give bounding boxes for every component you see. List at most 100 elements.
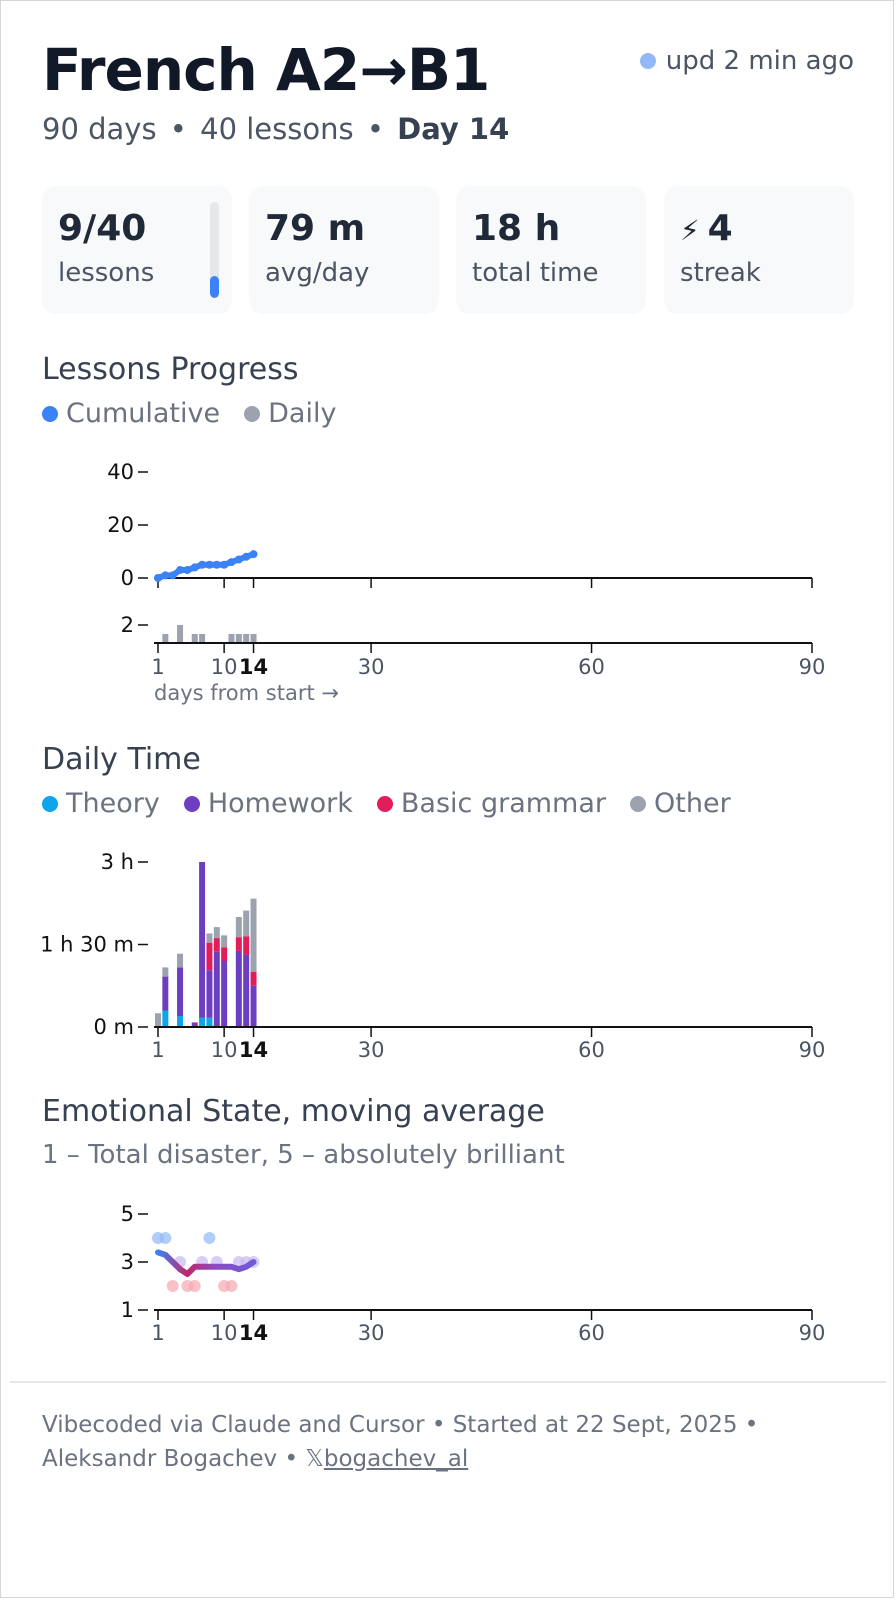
stat-value: ⚡ 4 <box>680 208 733 249</box>
time-bar-homework <box>177 967 184 1016</box>
course-lessons: 40 lessons <box>200 112 354 146</box>
current-day: Day 14 <box>397 112 510 146</box>
daily-bar <box>235 634 242 643</box>
legend-label: Cumulative <box>66 398 221 429</box>
time-bar-homework <box>199 862 206 1018</box>
time-bar-homework <box>206 970 213 1018</box>
cumulative-point <box>212 560 221 569</box>
legend-item-theory: Theory <box>42 788 160 819</box>
daily-time-title: Daily Time <box>42 742 201 777</box>
x-tick-label: 90 <box>799 655 826 679</box>
legend-label: Homework <box>207 788 353 819</box>
time-bar-theory <box>206 1017 213 1027</box>
time-bar-other <box>213 927 220 939</box>
stat-value: 9/40 <box>58 208 147 249</box>
stat-cards: 9/40 lessons 79 m avg/day 18 h total tim… <box>42 186 854 314</box>
legend-swatch <box>630 795 647 812</box>
stat-card-lessons: 9/40 lessons <box>42 186 232 314</box>
cumulative-point <box>227 558 236 567</box>
legend-item-other: Other <box>630 788 731 819</box>
cumulative-point <box>205 560 214 569</box>
cumulative-point <box>249 550 258 559</box>
daily-bar <box>191 634 198 643</box>
footer-author: Aleksandr Bogachev • <box>42 1446 299 1472</box>
cumulative-point <box>242 552 251 561</box>
time-bar-other <box>243 910 250 937</box>
legend-item-grammar: Basic grammar <box>376 788 607 819</box>
y-tick-label: 5 <box>121 1202 134 1226</box>
page-title: French A2→B1 <box>42 36 490 104</box>
x-tick-label: 90 <box>799 1321 826 1344</box>
emotion-point <box>166 1280 179 1292</box>
legend-label: Basic grammar <box>400 788 607 819</box>
status-dot-icon <box>639 53 656 69</box>
stat-value: 79 m <box>265 208 365 249</box>
legend-item-cumulative: Cumulative <box>42 398 220 429</box>
cumulative-point <box>220 560 229 569</box>
time-bar-homework <box>250 985 257 1027</box>
stat-number: 18 <box>472 208 523 249</box>
stat-unit: m <box>327 208 366 249</box>
cumulative-point <box>154 574 162 582</box>
time-bar-basic-grammar <box>243 936 250 955</box>
time-bar-other <box>235 917 242 938</box>
emotional-state-subtitle: 1 – Total disaster, 5 – absolutely brill… <box>42 1140 565 1170</box>
legend-swatch <box>42 795 58 812</box>
x-axis-label: days from start → <box>154 681 339 705</box>
x-tick-label: 1 <box>151 655 164 679</box>
daily-bar <box>228 634 235 643</box>
time-bar-homework <box>235 950 242 1027</box>
time-bar-other <box>221 935 228 948</box>
daily-bar <box>177 625 184 643</box>
emotion-point <box>188 1280 201 1292</box>
time-bar-basic-grammar <box>235 937 242 951</box>
course-days: 90 days <box>42 112 157 146</box>
x-tick-label: 14 <box>239 1038 268 1058</box>
time-bar-theory <box>199 1017 206 1027</box>
separator: • <box>366 112 384 146</box>
stat-label: avg/day <box>265 258 370 288</box>
time-bar-other <box>250 898 257 972</box>
y-tick-label: 3 <box>121 1250 134 1274</box>
stat-number: 4 <box>707 208 733 249</box>
time-bar-basic-grammar <box>250 972 257 986</box>
time-bar-homework <box>243 954 250 1027</box>
x-tick-label: 10 <box>211 1038 238 1058</box>
legend-swatch <box>183 795 200 812</box>
x-logo-icon: 𝕏 <box>305 1446 324 1472</box>
x-tick-label: 30 <box>358 1038 385 1058</box>
time-bar-other <box>206 933 213 943</box>
cumulative-point <box>190 563 199 572</box>
x-tick-label: 30 <box>358 1321 385 1344</box>
time-bar-homework <box>221 961 228 1027</box>
lessons-progress-bar <box>210 202 219 298</box>
footer: Vibecoded via Claude and Cursor • Starte… <box>42 1408 854 1476</box>
time-bar-homework <box>191 1022 198 1027</box>
footer-divider <box>10 1381 886 1383</box>
stat-label: lessons <box>58 258 155 288</box>
lessons-legend: Cumulative Daily <box>42 398 360 429</box>
x-tick-label: 60 <box>578 1038 605 1058</box>
update-status-text: upd 2 min ago <box>665 46 854 76</box>
time-bar-theory <box>177 1016 184 1027</box>
twitter-handle-link[interactable]: bogachev_al <box>323 1446 469 1472</box>
footer-author-line: Aleksandr Bogachev • 𝕏bogachev_al <box>42 1442 854 1476</box>
daily-bar <box>250 634 257 643</box>
legend-item-homework: Homework <box>183 788 353 819</box>
daily-time-legend: Theory Homework Basic grammar Other <box>42 788 755 819</box>
lessons-progress-fill <box>210 276 219 298</box>
time-bar-homework <box>162 976 169 1011</box>
cumulative-point <box>198 560 207 569</box>
x-tick-label: 10 <box>211 1321 238 1344</box>
y-tick-label: 0 <box>121 566 134 590</box>
x-tick-label: 90 <box>799 1038 826 1058</box>
lightning-icon: ⚡ <box>680 214 700 247</box>
stat-label: total time <box>472 258 599 288</box>
x-tick-label: 14 <box>239 1321 268 1344</box>
time-bar-other <box>155 1013 161 1027</box>
time-bar-basic-grammar <box>213 938 220 952</box>
daily-time-chart: 0 m 1 h 30 m 3 h 1 10 14 30 60 90 <box>40 850 826 1058</box>
legend-swatch <box>376 795 393 812</box>
stat-unit: h <box>534 208 561 249</box>
emotional-state-chart: 1 3 5 1 10 14 30 60 90 <box>121 1202 826 1344</box>
